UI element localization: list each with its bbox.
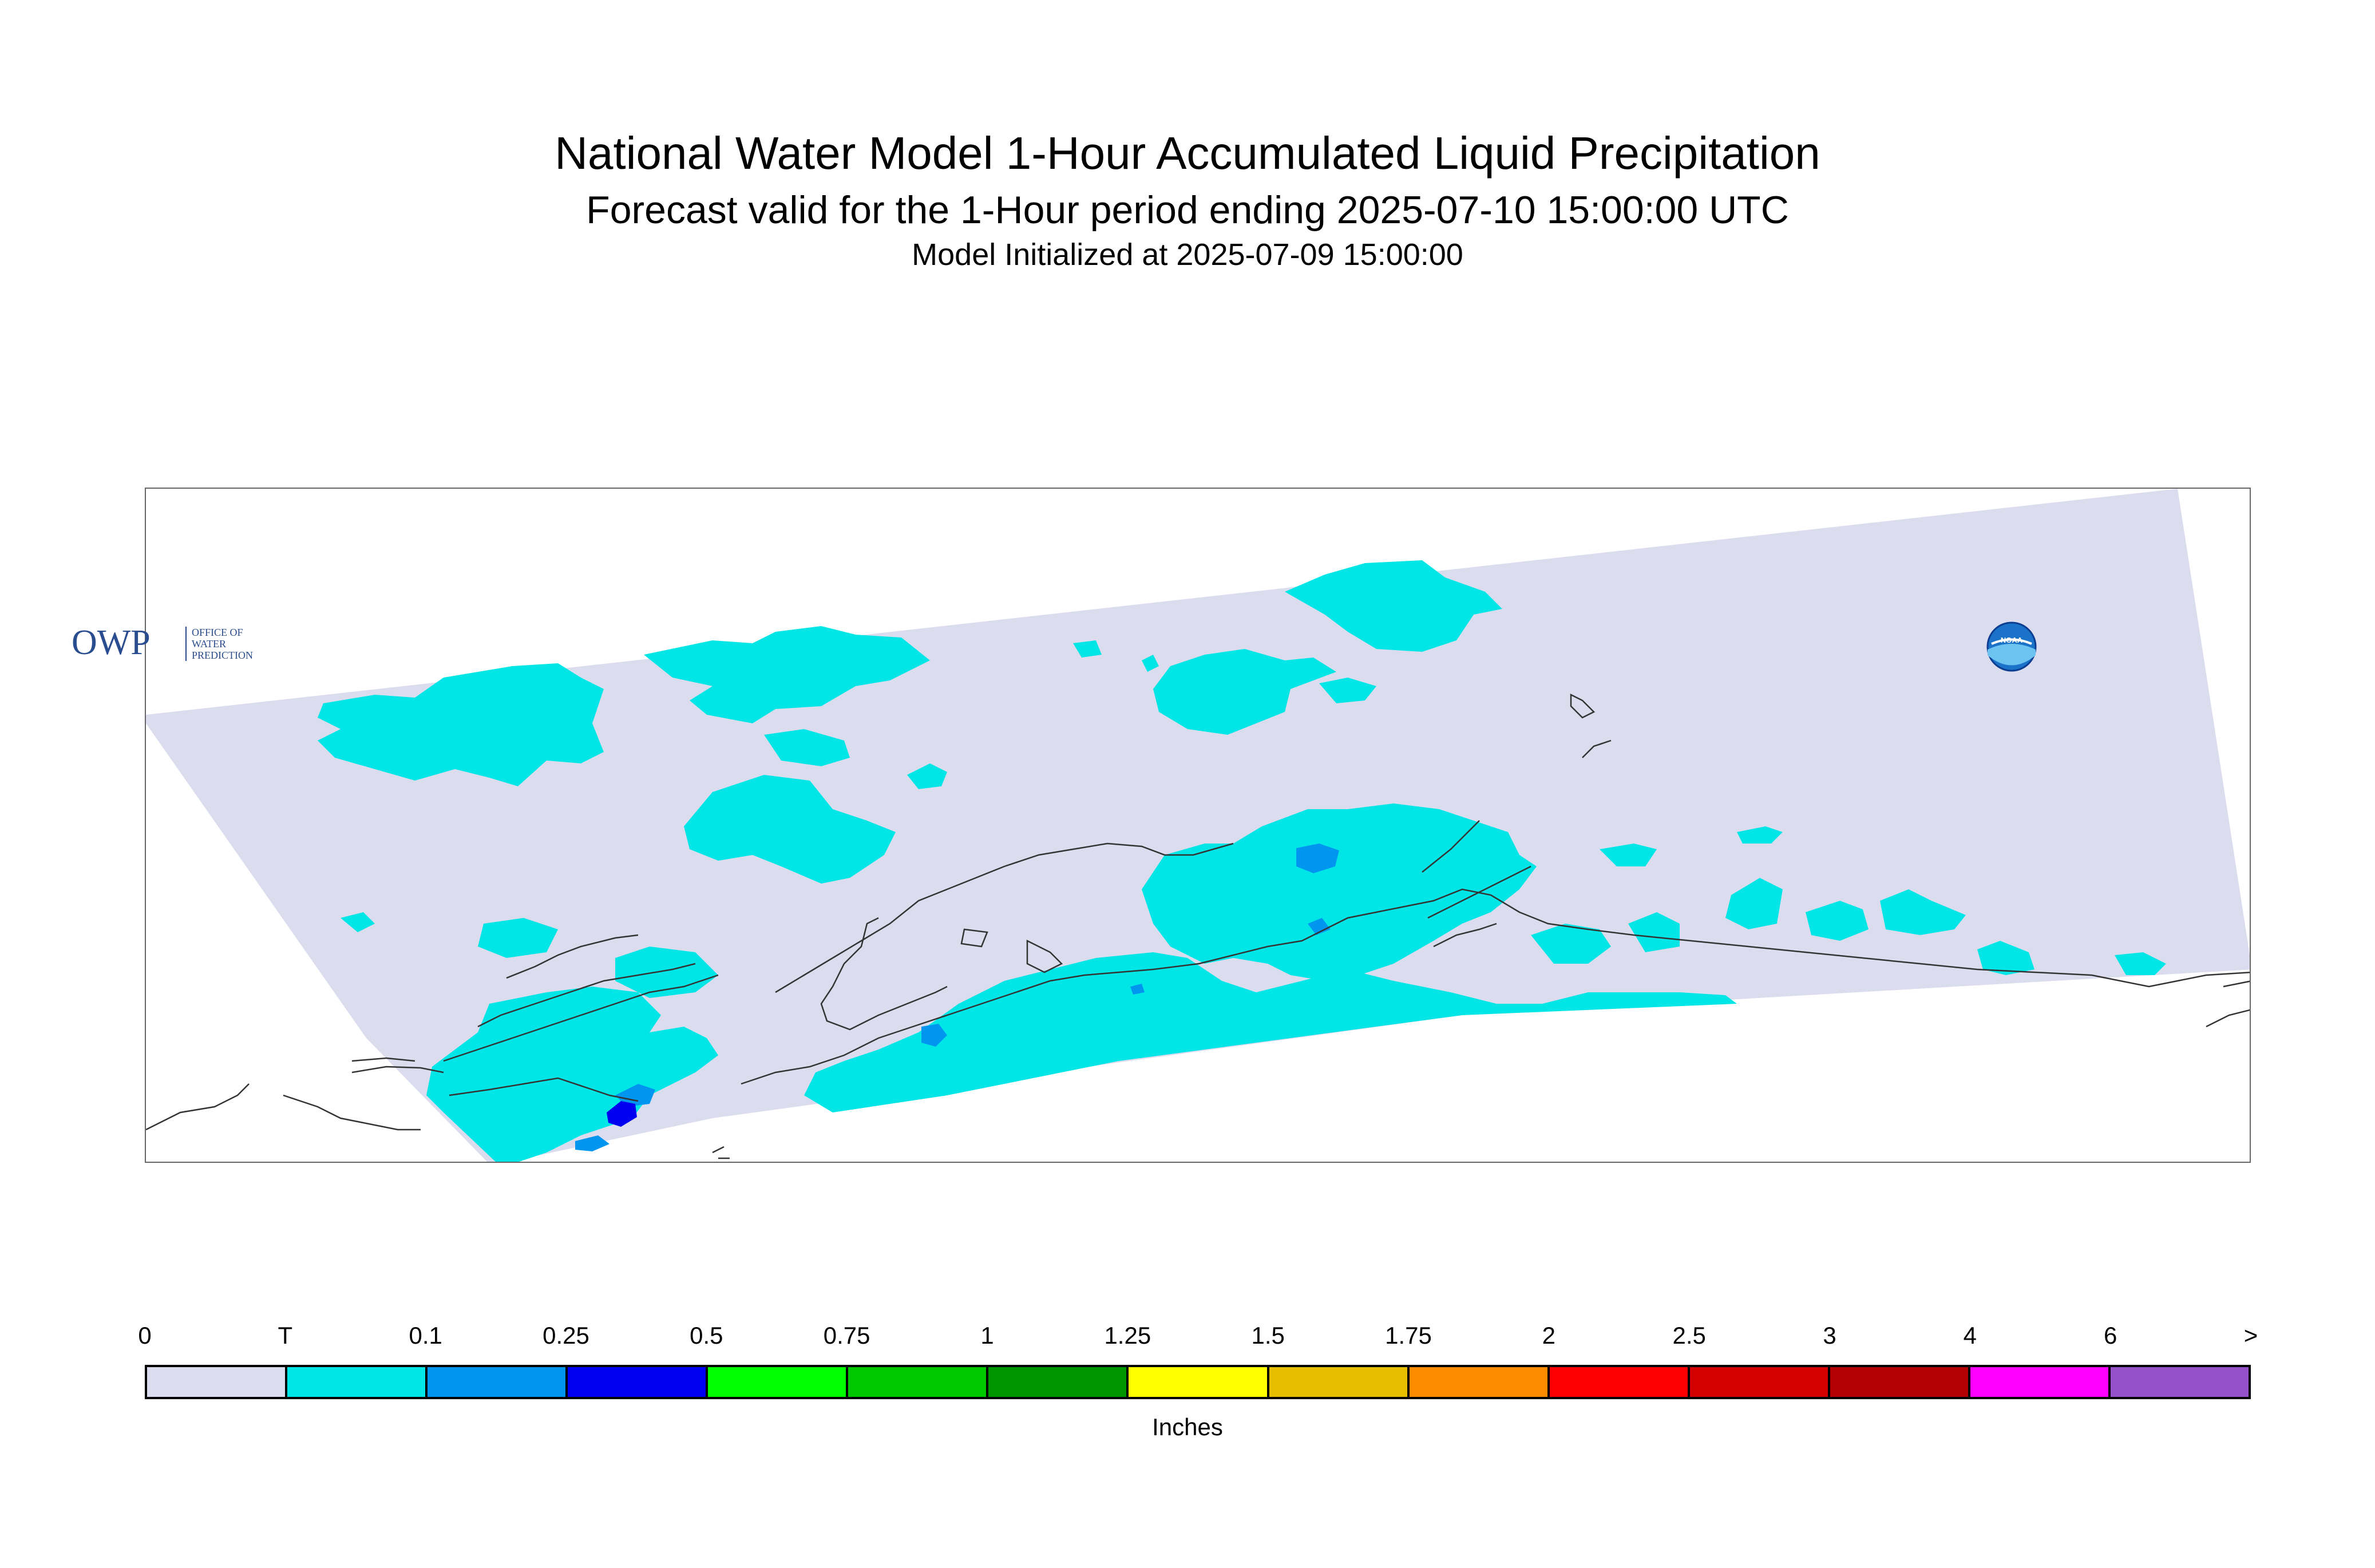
noaa-logo: NOAA [1986, 621, 2037, 672]
legend-tick: 0.25 [543, 1322, 589, 1349]
legend-tick: 1 [980, 1322, 994, 1349]
map-canvas [146, 489, 2250, 1162]
legend-swatch [1129, 1367, 1269, 1397]
legend-tick: 0.5 [690, 1322, 723, 1349]
legend-swatch [568, 1367, 708, 1397]
legend-tick: > [2243, 1322, 2258, 1349]
legend-swatch [1269, 1367, 1410, 1397]
legend-swatch [2110, 1367, 2249, 1397]
model-init-line: Model Initialized at 2025-07-09 15:00:00 [912, 237, 1463, 272]
map-title: National Water Model 1-Hour Accumulated … [555, 128, 1820, 179]
owp-logo-letters: OWP [72, 623, 151, 662]
owp-logo-line1: OFFICE OF [192, 627, 243, 638]
light-precip-area [575, 844, 1339, 1151]
legend-color-bar [145, 1365, 2251, 1399]
owp-logo: OWP OFFICE OF WATER PREDICTION [72, 623, 253, 662]
map-subtitle: Forecast valid for the 1-Hour period end… [586, 188, 1789, 232]
noaa-logo-wave [1988, 644, 2036, 666]
legend-swatch [1970, 1367, 2111, 1397]
trace-precip-area [318, 560, 2166, 1162]
legend-swatch [708, 1367, 849, 1397]
legend-swatch [428, 1367, 568, 1397]
legend-swatch [848, 1367, 989, 1397]
legend-swatch [147, 1367, 288, 1397]
legend-tick-labels: 0 T 0.1 0.25 0.5 0.75 1 1.25 1.5 1.75 2 2.5 3 4 6 > [138, 1322, 2258, 1356]
legend-tick: 1.25 [1104, 1322, 1151, 1349]
legend-tick: T [278, 1322, 293, 1349]
legend-tick: 6 [2103, 1322, 2117, 1349]
moderate-precip-area [607, 1101, 637, 1127]
legend-swatch [1409, 1367, 1550, 1397]
noaa-logo-gull [1991, 638, 2032, 645]
legend-tick: 2 [1542, 1322, 1556, 1349]
legend-units-label: Inches [1152, 1413, 1223, 1440]
legend-tick: 4 [1963, 1322, 1977, 1349]
legend-tick: 2.5 [1672, 1322, 1706, 1349]
legend-swatch [1830, 1367, 1970, 1397]
legend-swatch [1689, 1367, 1830, 1397]
owp-logo-line2: WATER [192, 638, 226, 650]
legend-swatch [988, 1367, 1129, 1397]
precipitation-map [145, 488, 2251, 1163]
legend-swatch [287, 1367, 428, 1397]
noaa-logo-text: NOAA [2001, 636, 2023, 644]
legend-swatch [1549, 1367, 1690, 1397]
legend-tick: 3 [1823, 1322, 1836, 1349]
legend-tick: 0.1 [409, 1322, 442, 1349]
legend-tick: 0 [138, 1322, 152, 1349]
owp-logo-line3: PREDICTION [192, 650, 253, 661]
legend-tick: 0.75 [823, 1322, 870, 1349]
legend-tick: 1.5 [1251, 1322, 1285, 1349]
coastline [146, 693, 2250, 1159]
legend-tick: 1.75 [1385, 1322, 1432, 1349]
